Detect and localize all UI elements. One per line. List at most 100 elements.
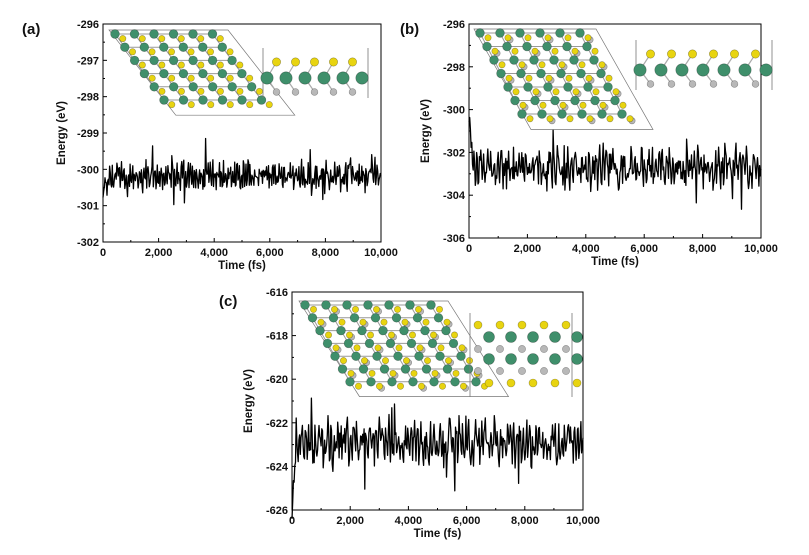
- metal-atom: [555, 28, 565, 38]
- y-axis-label: Energy (eV): [56, 101, 68, 165]
- x-axis-label: Time (fs): [218, 260, 266, 272]
- chalcogen-atom: [545, 74, 553, 82]
- chalcogen-atom: [729, 49, 739, 59]
- chalcogen-atom: [473, 320, 483, 330]
- substrate-atom: [730, 80, 739, 88]
- chalcogen-atom: [395, 344, 403, 352]
- chalcogen-atom: [197, 87, 205, 95]
- y-tick-label: -298: [77, 92, 99, 104]
- metal-atom: [738, 63, 752, 77]
- chalcogen-atom: [216, 35, 224, 43]
- chalcogen-atom: [216, 61, 224, 69]
- metal-atom: [129, 29, 140, 39]
- chalcogen-atom: [187, 48, 195, 56]
- chalcogen-atom: [592, 88, 600, 96]
- metal-atom: [120, 42, 130, 52]
- chalcogen-atom: [586, 115, 594, 123]
- y-tick-label: -301: [77, 201, 99, 213]
- metal-atom: [217, 42, 228, 52]
- plot-frame: [291, 291, 584, 511]
- chalcogen-atom: [444, 357, 452, 365]
- chalcogen-atom: [387, 331, 395, 339]
- substrate-atom: [272, 88, 281, 96]
- metal-atom: [393, 351, 403, 361]
- metal-atom: [502, 41, 512, 52]
- chalcogen-atom: [566, 115, 574, 123]
- metal-atom: [345, 377, 355, 387]
- metal-atom: [217, 68, 228, 79]
- chalcogen-atom: [459, 382, 467, 390]
- x-tick-label: 2,000: [336, 515, 364, 527]
- chalcogen-atom: [666, 49, 676, 59]
- chalcogen-atom: [368, 369, 376, 377]
- metal-atom: [577, 109, 587, 119]
- chalcogen-atom: [484, 378, 494, 388]
- substrate-atom: [667, 80, 676, 88]
- chalcogen-atom: [539, 101, 547, 109]
- substrate-atom: [496, 367, 504, 375]
- chalcogen-atom: [226, 48, 234, 56]
- metal-atom: [433, 313, 444, 323]
- y-tick-label: -298: [443, 62, 465, 74]
- metal-atom: [405, 300, 415, 310]
- metal-atom: [527, 353, 539, 365]
- metal-atom: [387, 377, 397, 387]
- metal-atom: [337, 364, 348, 374]
- metal-atom: [300, 300, 310, 310]
- chalcogen-atom: [187, 74, 195, 82]
- metal-atom: [475, 28, 485, 38]
- metal-atom: [322, 338, 333, 349]
- y-tick-label: -300: [443, 105, 465, 117]
- metal-atom: [227, 82, 237, 92]
- chalcogen-atom: [138, 35, 146, 43]
- metal-atom: [536, 68, 546, 79]
- chalcogen-atom: [351, 305, 359, 313]
- chalcogen-atom: [339, 357, 347, 365]
- chalcogen-atom: [246, 101, 254, 109]
- chalcogen-atom: [438, 382, 446, 390]
- y-tick-label: -299: [77, 128, 99, 140]
- metal-atom: [400, 364, 411, 374]
- chalcogen-atom: [255, 87, 263, 95]
- metal-atom: [510, 95, 520, 106]
- substrate-atom: [474, 345, 482, 353]
- x-tick-label: 8,000: [511, 515, 539, 527]
- metal-atom: [482, 41, 492, 52]
- y-tick-label: -626: [266, 505, 288, 517]
- metal-atom: [188, 82, 198, 92]
- metal-atom: [603, 82, 613, 92]
- metal-atom: [696, 63, 710, 77]
- metal-atom: [349, 313, 360, 323]
- x-tick-label: 4,000: [200, 247, 228, 259]
- metal-atom: [237, 68, 247, 79]
- metal-atom: [149, 82, 159, 92]
- chalcogen-atom: [359, 318, 367, 326]
- metal-atom: [355, 71, 369, 85]
- substrate-atom: [496, 345, 504, 353]
- metal-atom: [321, 300, 331, 310]
- substrate-atom: [474, 367, 482, 375]
- chalcogen-atom: [129, 48, 137, 56]
- chalcogen-atom: [374, 344, 382, 352]
- x-tick-label: 8,000: [312, 247, 340, 259]
- metal-atom: [483, 331, 495, 343]
- chalcogen-atom: [565, 74, 573, 82]
- chalcogen-atom: [546, 115, 554, 123]
- metal-atom: [188, 29, 198, 39]
- chalcogen-atom: [437, 344, 445, 352]
- chalcogen-atom: [550, 378, 560, 388]
- chalcogen-atom: [564, 34, 572, 42]
- chalcogen-atom: [605, 74, 613, 82]
- metal-atom: [372, 351, 382, 361]
- metal-atom: [596, 68, 606, 79]
- metal-atom: [307, 313, 318, 323]
- metal-atom: [178, 95, 189, 105]
- chalcogen-atom: [389, 369, 397, 377]
- chalcogen-atom: [414, 305, 422, 313]
- chalcogen-atom: [338, 318, 346, 326]
- chalcogen-atom: [431, 369, 439, 377]
- metal-atom: [129, 55, 140, 66]
- chalcogen-atom: [138, 61, 146, 69]
- chalcogen-atom: [519, 101, 527, 109]
- substrate-atom: [646, 80, 655, 88]
